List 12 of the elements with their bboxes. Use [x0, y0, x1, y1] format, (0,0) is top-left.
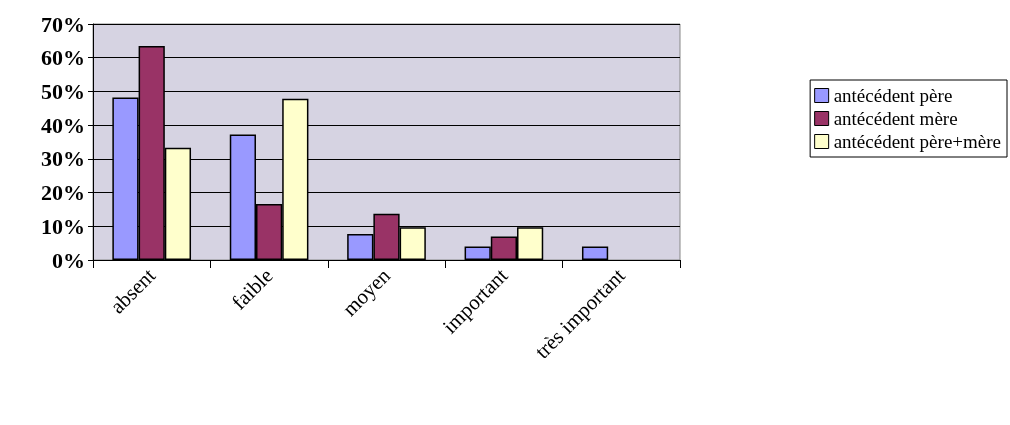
legend-label: antécédent mère: [833, 108, 958, 129]
y-tick-label: 40%: [41, 112, 85, 138]
legend-label: antécédent père+mère: [833, 131, 1002, 152]
bar: [581, 246, 609, 260]
y-tick-label: 50%: [41, 78, 85, 104]
y-tick-label: 60%: [41, 45, 85, 71]
y-tick-label: 0%: [52, 247, 85, 273]
legend-label: antécédent père: [833, 85, 953, 106]
y-tick-label: 30%: [41, 146, 85, 172]
y-tick-label: 20%: [41, 180, 85, 206]
y-tick-label: 10%: [41, 213, 85, 239]
y-tick-label: 70%: [41, 11, 85, 37]
